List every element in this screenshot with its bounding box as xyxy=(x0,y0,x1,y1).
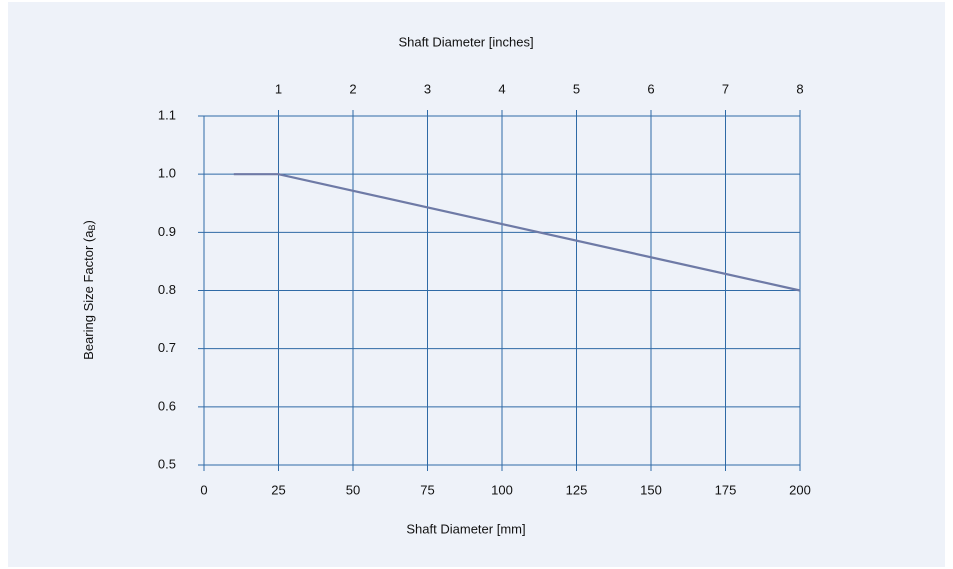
x-tick-label: 100 xyxy=(491,482,513,497)
x2-tick-label: 7 xyxy=(722,81,729,96)
x2-tick-label: 2 xyxy=(349,81,356,96)
y-tick-label: 0.6 xyxy=(158,398,176,413)
x2-tick-label: 6 xyxy=(647,81,654,96)
x2-tick-label: 3 xyxy=(424,81,431,96)
x-tick-label: 0 xyxy=(200,482,207,497)
y-axis-title: Bearing Size Factor (aB) xyxy=(81,220,97,360)
x-tick-label: 175 xyxy=(715,482,737,497)
x-tick-label: 125 xyxy=(566,482,588,497)
x2-tick-label: 5 xyxy=(573,81,580,96)
x2-tick-label: 4 xyxy=(498,81,505,96)
x-tick-label: 200 xyxy=(789,482,811,497)
y-tick-label: 1.0 xyxy=(158,166,176,181)
x-axis-title: Shaft Diameter [mm] xyxy=(406,521,525,536)
y-tick-label: 1.1 xyxy=(158,107,176,122)
y-tick-label: 0.5 xyxy=(158,456,176,471)
x-tick-label: 25 xyxy=(271,482,285,497)
x2-axis-title: Shaft Diameter [inches] xyxy=(398,34,533,49)
x-tick-label: 75 xyxy=(420,482,434,497)
background xyxy=(8,2,945,567)
x2-tick-label: 1 xyxy=(275,81,282,96)
y-tick-label: 0.9 xyxy=(158,224,176,239)
x-tick-label: 50 xyxy=(346,482,360,497)
y-title-main: Bearing Size Factor (a xyxy=(81,230,96,360)
y-title-sub: B xyxy=(87,224,97,230)
y-title-end: ) xyxy=(81,220,96,224)
y-tick-label: 0.7 xyxy=(158,340,176,355)
y-tick-label: 0.8 xyxy=(158,282,176,297)
x-tick-label: 150 xyxy=(640,482,662,497)
x2-tick-label: 8 xyxy=(796,81,803,96)
data-line xyxy=(233,173,801,292)
